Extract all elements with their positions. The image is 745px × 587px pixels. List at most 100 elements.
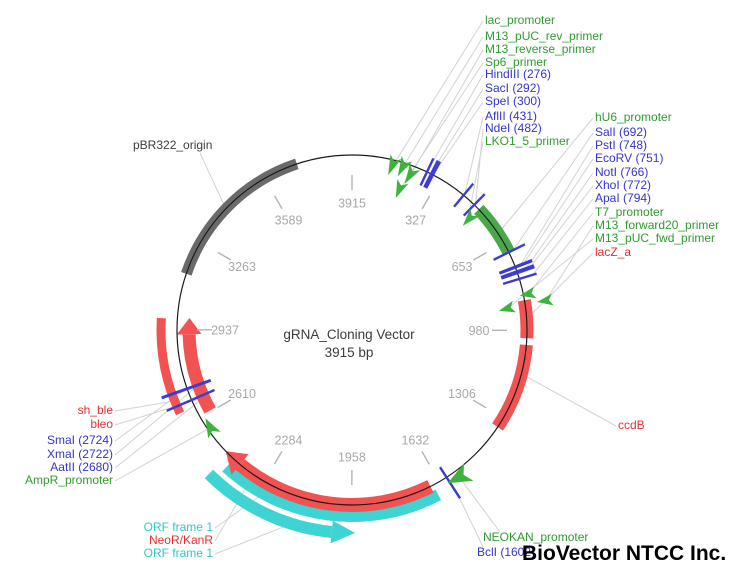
plasmid-length: 3915 bp (324, 345, 374, 360)
label-hu6-promoter: hU6_promoter (595, 110, 672, 124)
label-saci-292: SacI (292) (485, 81, 540, 95)
scale-tick-1306 (472, 399, 487, 409)
leader-line-apai-794 (532, 198, 594, 276)
label-m13-puc-fwd-primer: M13_pUC_fwd_primer (595, 231, 715, 245)
scale-tick-1632 (421, 450, 430, 465)
arrow-glyph-sp6-primer-arrow (395, 179, 409, 198)
label-ampr-promoter: AmpR_promoter (25, 473, 113, 487)
label-apai-794: ApaI (794) (595, 191, 651, 205)
leader-line-bcli-1602 (458, 496, 484, 548)
leader-line-ccdb (524, 375, 617, 427)
feature-arc-orf-frame-1-inner (222, 462, 442, 522)
scale-tick-label-1632: 1632 (401, 434, 429, 448)
leader-line-aatii-2680 (114, 390, 213, 469)
plasmid-name: gRNA_Cloning Vector (283, 327, 415, 342)
feature-arrowhead-orf-frame-1-outer (330, 520, 356, 544)
site-tick-hindiii (419, 157, 435, 186)
label-m13-puc-rev-primer: M13_pUC_rev_primer (485, 29, 603, 43)
scale-tick-label-1306: 1306 (448, 387, 476, 401)
leader-line-lacz-a (529, 252, 594, 317)
label-sali-692: SalI (692) (595, 125, 647, 139)
arrow-glyph-m13-puc-rev-primer-arrow (397, 156, 413, 177)
label-orf-frame-1: ORF frame 1 (144, 546, 214, 560)
site-tick-aflii (453, 182, 475, 208)
leader-line-hindiii-276 (427, 74, 484, 171)
label-bleo: bleo (90, 417, 113, 431)
leader-line-xhoi-772 (528, 185, 594, 270)
leader-line-noti-766 (525, 172, 594, 269)
label-ecorv-751: EcoRV (751) (595, 151, 663, 165)
leader-line-hu6-promoter (501, 117, 594, 230)
label-t7-promoter: T7_promoter (595, 205, 664, 219)
leader-line-neokan-promoter (459, 478, 501, 533)
label-aflii-431: AflII (431) (485, 109, 537, 123)
leader-line-t7-promoter (527, 212, 594, 295)
leader-line-sh-ble (114, 400, 174, 412)
leader-line-m13-forward20-primer (545, 225, 594, 301)
site-tick-spei (425, 161, 442, 189)
label-smai-2724: SmaI (2724) (47, 433, 113, 447)
site-tick-saci (423, 159, 439, 188)
label-xhoi-772: XhoI (772) (595, 178, 651, 192)
label-noti-766: NotI (766) (595, 165, 648, 179)
arrow-glyph-lac-promoter-arrow (388, 154, 402, 175)
leader-line-spei-300 (433, 101, 484, 174)
feature-arc-sh-ble (156, 317, 185, 416)
scale-tick-label-980: 980 (469, 324, 490, 338)
backbone-circle (176, 154, 528, 506)
arrow-glyph-m13-forward20-primer-arrow (537, 293, 554, 306)
scale-tick-2610 (217, 399, 232, 409)
arrow-glyph-m13-puc-fwd-primer-arrow (499, 300, 516, 313)
site-tick-smai (161, 378, 212, 399)
arrow-glyph-t7-promoter-arrow (519, 286, 537, 299)
scale-tick-label-327: 327 (405, 214, 426, 228)
arrow-glyph-neokan-promoter-arrow (447, 463, 474, 484)
leader-line-aflii-431 (464, 116, 484, 194)
label-ccdb: ccdB (618, 418, 645, 432)
label-lacz-a: lacZ_a (595, 245, 631, 259)
leader-line-psti-748 (520, 145, 594, 265)
arrow-glyph-lko1-5-primer-arrow (462, 208, 480, 226)
label-bcli-1602: BclI (1602) (477, 545, 535, 559)
leader-line-pbr322-origin (199, 152, 226, 208)
leader-line-saci-292 (431, 88, 484, 173)
scale-tick-label-3589: 3589 (275, 213, 303, 227)
scale-tick-label-2284: 2284 (275, 433, 303, 447)
scale-tick-3263 (217, 251, 232, 261)
label-neokan-promoter: NEOKAN_promoter (483, 530, 588, 544)
arrow-glyph-ampr-promoter-arrow (205, 418, 221, 439)
leader-line-m13-puc-rev-primer (402, 36, 484, 168)
leader-line-ecorv-751 (522, 158, 594, 265)
label-pbr322-origin: pBR322_origin (133, 138, 212, 152)
label-orf-frame-1: ORF frame 1 (144, 520, 214, 534)
site-tick-noti (500, 264, 535, 279)
feature-arrowhead-bleo (176, 318, 202, 335)
label-sp6-primer: Sp6_primer (485, 55, 547, 69)
feature-arc-orf-frame-1-outer (204, 469, 333, 538)
site-tick-xhoi (500, 265, 535, 280)
leader-line-orf-frame-1 (214, 494, 262, 529)
feature-arc-bleo (182, 334, 216, 414)
feature-arc-hu6-promoter (473, 204, 515, 255)
scale-tick-327 (421, 195, 431, 210)
label-ndei-482: NdeI (482) (485, 121, 542, 135)
leader-line-m13-puc-fwd-primer (507, 238, 594, 309)
scale-tick-653 (472, 252, 487, 261)
label-psti-748: PstI (748) (595, 138, 647, 152)
site-tick-apai (502, 272, 537, 285)
scale-tick-label-653: 653 (452, 260, 473, 274)
label-hindiii-276: HindIII (276) (485, 67, 551, 81)
leader-line-sp6-primer (398, 62, 484, 191)
label-lac-promoter: lac_promoter (485, 13, 555, 27)
label-spei-300: SpeI (300) (485, 94, 541, 108)
arrow-glyph-m13-reverse-primer-arrow (404, 163, 421, 184)
leader-line-sali-692 (512, 132, 594, 251)
label-neor-kanr: NeoR/KanR (149, 533, 213, 547)
site-tick-ecorv (499, 259, 533, 275)
scale-tick-2284 (273, 450, 283, 465)
leader-line-lac-promoter (391, 20, 484, 168)
leader-line-ndei-482 (475, 128, 484, 204)
leader-line-ampr-promoter (114, 427, 211, 482)
